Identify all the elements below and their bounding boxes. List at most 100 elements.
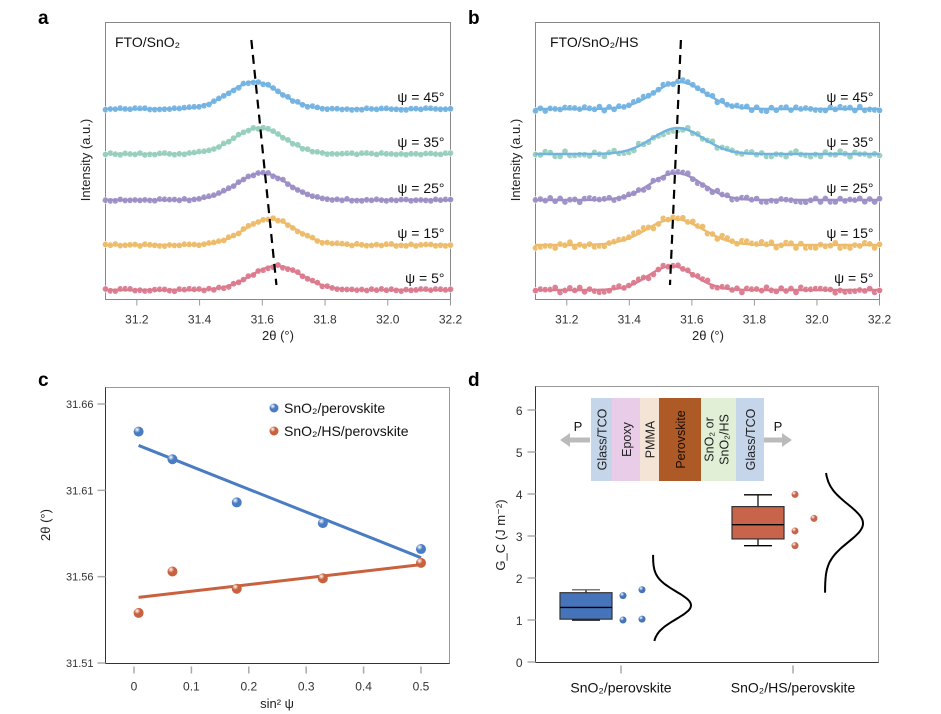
fit-line <box>105 264 451 292</box>
layer-3 <box>659 398 701 481</box>
series-label: ψ = 15° <box>826 225 873 241</box>
fit-line <box>535 171 880 202</box>
layer-5 <box>736 398 764 481</box>
panel-a-title: FTO/SnO₂ <box>115 34 180 50</box>
panel-c-xlabel: sin² ψ <box>260 696 294 711</box>
y-tick-label: 3 <box>516 530 523 544</box>
series-label: ψ = 25° <box>397 180 444 196</box>
panel-b-xlabel: 2θ (°) <box>692 328 724 343</box>
panel-b-title: FTO/SnO₂/HS <box>550 34 638 50</box>
legend-marker <box>269 403 279 413</box>
panel-letter-a: a <box>38 8 49 29</box>
panel-b-ylabel: Intensity (a.u.) <box>508 119 523 201</box>
y-tick-label: 1 <box>516 614 523 628</box>
panel-a-x-ticks: 31.2 31.4 31.6 31.8 32.0 32.2 <box>125 299 463 327</box>
layer-0 <box>591 398 612 481</box>
y-tick-label: 4 <box>516 488 523 502</box>
x-tick-label: 0 <box>131 680 138 694</box>
series-label: ψ = 25° <box>826 180 873 196</box>
data-point <box>317 573 328 584</box>
data-point <box>791 527 799 535</box>
x-tick-label: 0.3 <box>298 680 315 694</box>
data-point <box>133 607 144 618</box>
series-label: ψ = 5° <box>405 270 444 286</box>
series-3: ψ = 35° <box>531 124 883 161</box>
x-tick-label: 31.8 <box>743 313 767 327</box>
data-point <box>317 518 328 529</box>
series-3: ψ = 35° <box>102 124 454 159</box>
panel-c: 0 0.1 0.2 0.3 0.4 0.5 31.51 31.56 31.61 31.66 SnO… <box>38 387 450 711</box>
panel-c-legend: SnO₂/perovskite SnO₂/HS/perovskite <box>269 400 409 439</box>
series-2: ψ = 25° <box>531 168 883 206</box>
data-point <box>638 586 646 594</box>
layer-1 <box>612 398 640 481</box>
layer-label: Glass/TCO <box>744 408 758 470</box>
data-point <box>619 616 627 624</box>
data-point <box>231 497 242 508</box>
box <box>559 592 613 620</box>
panel-b-x-ticks: 31.2 31.4 31.6 31.8 32.0 32.2 <box>555 299 892 327</box>
series-label: ψ = 35° <box>397 134 444 150</box>
series-label: ψ = 35° <box>826 134 873 150</box>
x-tick-label: 0.1 <box>183 680 200 694</box>
series-label: ψ = 5° <box>834 270 873 286</box>
panel-letter-b: b <box>468 8 480 29</box>
series-label: ψ = 45° <box>397 89 444 105</box>
data-point <box>133 426 144 437</box>
x-tick-label: 0.5 <box>413 680 430 694</box>
panel-d-ticks: 0 1 2 3 4 5 6 SnO₂/perovskite SnO₂/HS/perovskite <box>516 404 856 696</box>
dashed-guide-line <box>668 39 683 286</box>
layer-2 <box>640 398 659 481</box>
data-point <box>619 592 627 600</box>
legend-marker <box>269 426 279 436</box>
x-tick-label: 31.8 <box>313 313 337 327</box>
x-tick-label: 31.6 <box>680 313 704 327</box>
layer-label: Epoxy <box>620 421 634 456</box>
box-plot-0 <box>559 554 693 642</box>
data-point <box>791 542 799 550</box>
panel-d-inset-schematic: P Glass/TCO Epoxy PMMA Perovskite SnO₂ or SnO₂… <box>560 398 792 481</box>
layer-label: Glass/TCO <box>596 408 610 470</box>
x-category-label: SnO₂/HS/perovskite <box>731 680 856 696</box>
layer-label: PMMA <box>644 420 658 458</box>
series-1: ψ = 15° <box>102 214 454 250</box>
series-label: ψ = 45° <box>826 89 873 105</box>
y-tick-label: 2 <box>516 572 523 586</box>
fit-line <box>105 80 451 111</box>
series-label: ψ = 15° <box>397 225 444 241</box>
x-tick-label: 31.2 <box>125 313 149 327</box>
series-0: ψ = 5° <box>102 261 454 295</box>
y-tick-label: 31.61 <box>66 485 94 497</box>
distribution-curve <box>652 554 693 642</box>
arrow-right-icon <box>782 433 792 447</box>
distribution-curve <box>824 472 865 593</box>
panel-a-xlabel: 2θ (°) <box>262 328 294 343</box>
fit-line <box>105 126 451 156</box>
y-tick-label: 31.56 <box>66 572 94 584</box>
x-tick-label: 32.0 <box>805 313 829 327</box>
fit-line <box>535 80 880 111</box>
data-point <box>791 490 799 498</box>
series-4: ψ = 45° <box>531 76 883 115</box>
x-tick-label: 31.6 <box>251 313 275 327</box>
x-tick-label: 32.2 <box>868 313 892 327</box>
series-2: ψ = 25° <box>102 169 454 205</box>
panel-d-series <box>559 472 865 642</box>
y-tick-label: 6 <box>516 404 523 418</box>
box <box>731 506 785 540</box>
x-tick-label: 0.4 <box>355 680 372 694</box>
panel-letter-c: c <box>38 370 49 391</box>
layer-4 <box>701 398 736 481</box>
series-0: ψ = 5° <box>531 261 883 297</box>
x-tick-label: 32.2 <box>439 313 463 327</box>
legend-label: SnO₂/HS/perovskite <box>284 423 409 439</box>
x-tick-label: 31.2 <box>555 313 579 327</box>
panel-b: ψ = 5° ψ = 15° ψ = 25° ψ = 35° ψ = 45° 31.2 3… <box>508 22 892 343</box>
x-tick-label: 31.4 <box>188 313 212 327</box>
fit-line <box>138 563 422 599</box>
fit-line <box>535 126 880 156</box>
data-point <box>167 566 178 577</box>
y-tick-label: 0 <box>516 656 523 670</box>
layer-label: Perovskite <box>674 410 688 468</box>
